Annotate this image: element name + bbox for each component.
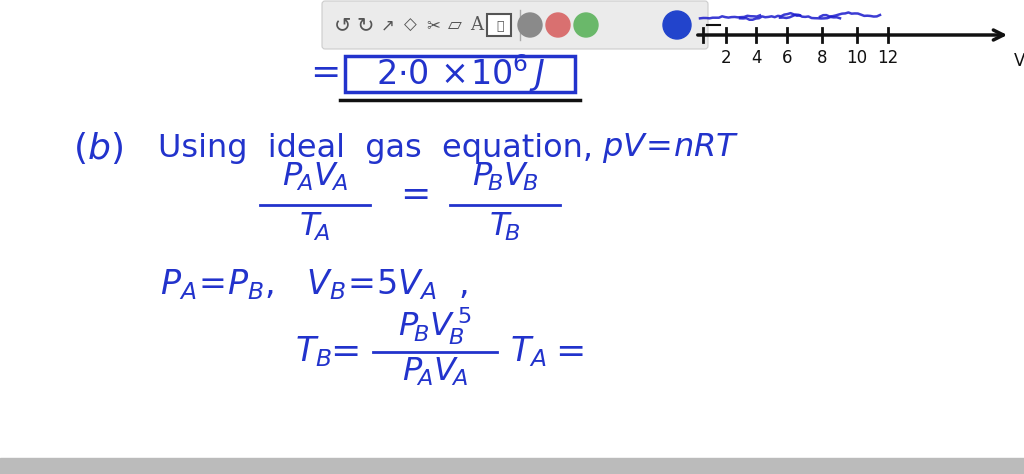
Text: V(m$^3$): V(m$^3$) — [1013, 49, 1024, 71]
Text: =: = — [399, 178, 430, 212]
Text: $(b)$: $(b)$ — [73, 130, 123, 166]
Text: $T_A$: $T_A$ — [510, 335, 547, 369]
Text: $T_{\!B}$: $T_{\!B}$ — [489, 211, 521, 243]
Circle shape — [574, 13, 598, 37]
Text: $P_A\!=\!P_B$,   $V_B\!=\!5V_A$  ,: $P_A\!=\!P_B$, $V_B\!=\!5V_A$ , — [160, 268, 468, 302]
Text: ↺: ↺ — [334, 15, 352, 35]
Text: ▱: ▱ — [449, 16, 462, 34]
Text: $P_{\!B}V_{\!B}^{\,5}$: $P_{\!B}V_{\!B}^{\,5}$ — [398, 305, 472, 347]
Text: 2: 2 — [721, 49, 731, 67]
Text: Using  ideal  gas  equation,: Using ideal gas equation, — [158, 133, 593, 164]
Text: ⛰: ⛰ — [497, 19, 504, 33]
Text: ✂: ✂ — [426, 16, 440, 34]
Text: $P_{\!B}V_{\!B}$: $P_{\!B}V_{\!B}$ — [472, 161, 538, 193]
FancyBboxPatch shape — [487, 14, 511, 36]
Text: $T_B$: $T_B$ — [295, 335, 332, 369]
Text: 8: 8 — [817, 49, 827, 67]
FancyBboxPatch shape — [322, 1, 708, 49]
Text: $P_{\!A}V_{\!A}$: $P_{\!A}V_{\!A}$ — [282, 161, 348, 193]
Text: 4: 4 — [751, 49, 761, 67]
Bar — [345, 56, 575, 92]
Text: A: A — [470, 16, 483, 34]
Text: $P_{\!A}V_{\!A}$: $P_{\!A}V_{\!A}$ — [402, 356, 468, 388]
Bar — [0, 458, 1024, 474]
Circle shape — [518, 13, 542, 37]
Circle shape — [663, 11, 691, 39]
Text: $pV\!=\!nRT$: $pV\!=\!nRT$ — [602, 131, 739, 165]
Text: $T_{\!A}$: $T_{\!A}$ — [299, 211, 331, 243]
Text: =: = — [330, 335, 360, 369]
Text: 10: 10 — [847, 49, 867, 67]
Text: =: = — [310, 56, 340, 90]
Text: ↗: ↗ — [381, 16, 395, 34]
Text: $2{\cdot}0\,\times\!10^6\,J$: $2{\cdot}0\,\times\!10^6\,J$ — [376, 52, 545, 94]
Circle shape — [546, 13, 570, 37]
Text: ↻: ↻ — [356, 15, 374, 35]
Text: 6: 6 — [781, 49, 793, 67]
Text: ◇: ◇ — [403, 16, 417, 34]
Text: 12: 12 — [878, 49, 899, 67]
Text: =: = — [555, 335, 585, 369]
